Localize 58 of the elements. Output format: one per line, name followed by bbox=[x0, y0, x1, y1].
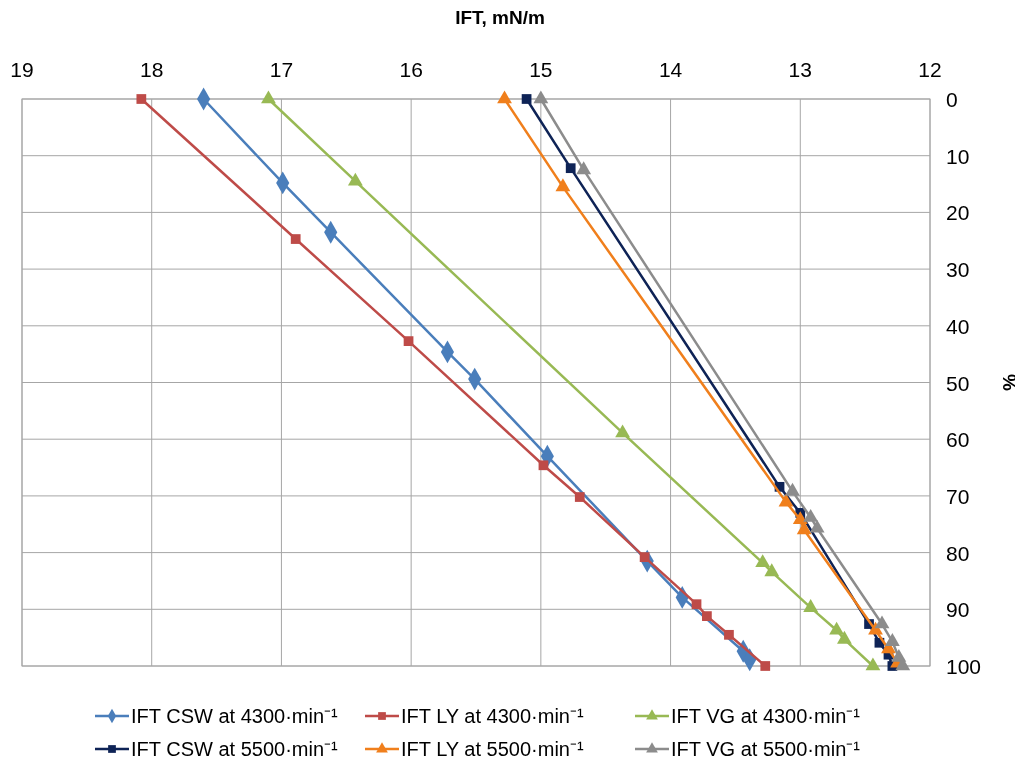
legend-label: IFT LY at 5500·min⁻¹ bbox=[401, 738, 584, 760]
point bbox=[574, 492, 585, 502]
y-tick-label: 80 bbox=[946, 541, 970, 565]
legend-label: IFT LY at 4300·min⁻¹ bbox=[401, 705, 584, 727]
y-tick-label: 40 bbox=[946, 314, 970, 338]
point bbox=[555, 178, 571, 192]
point bbox=[565, 163, 576, 174]
point bbox=[884, 633, 900, 646]
x-tick-label: 17 bbox=[269, 58, 294, 81]
point bbox=[691, 599, 702, 610]
point bbox=[615, 424, 630, 438]
x-tick-label: 18 bbox=[140, 58, 164, 81]
y-tick-label: 100 bbox=[946, 655, 982, 678]
x-tick-label: 16 bbox=[399, 58, 423, 81]
point bbox=[868, 621, 883, 635]
legend-label: IFT CSW at 4300·min⁻¹ bbox=[131, 705, 339, 727]
legend-label: IFT VG at 5500·min⁻¹ bbox=[671, 738, 861, 760]
point bbox=[136, 94, 147, 104]
point bbox=[760, 661, 771, 671]
point bbox=[576, 161, 592, 175]
point bbox=[347, 172, 363, 186]
point bbox=[403, 336, 414, 346]
y-tick-label: 20 bbox=[946, 201, 970, 225]
point bbox=[521, 94, 532, 104]
x-tick-label: 12 bbox=[918, 58, 942, 81]
legend-label: IFT CSW at 5500·min⁻¹ bbox=[131, 738, 339, 760]
point bbox=[865, 657, 881, 671]
y-tick-label: 10 bbox=[946, 144, 970, 168]
y-tick-label: 50 bbox=[946, 371, 970, 395]
x-tick-label: 14 bbox=[658, 58, 683, 81]
legend-label: IFT VG at 4300·min⁻¹ bbox=[671, 705, 861, 727]
x-tick-label: 15 bbox=[529, 58, 553, 81]
x-tick-label: 13 bbox=[788, 58, 812, 81]
point bbox=[755, 554, 771, 568]
point bbox=[533, 90, 549, 104]
point bbox=[792, 511, 808, 524]
point bbox=[836, 630, 852, 644]
point bbox=[829, 621, 845, 635]
point bbox=[497, 90, 512, 104]
x-axis-title: IFT, mN/m bbox=[455, 7, 545, 28]
point bbox=[803, 599, 819, 612]
point bbox=[764, 563, 780, 577]
point bbox=[785, 482, 800, 496]
point bbox=[874, 615, 890, 629]
point bbox=[803, 508, 819, 522]
point bbox=[290, 234, 301, 244]
point bbox=[778, 493, 794, 507]
y-tick-label: 0 bbox=[946, 88, 958, 111]
x-tick-label: 19 bbox=[10, 58, 34, 81]
y-tick-label: 30 bbox=[946, 258, 970, 282]
point bbox=[261, 90, 276, 104]
y-tick-label: 70 bbox=[946, 484, 970, 508]
point bbox=[702, 611, 712, 621]
y-tick-label: 90 bbox=[946, 598, 970, 622]
point bbox=[538, 460, 549, 471]
y-tick-label: 60 bbox=[946, 428, 970, 452]
point bbox=[809, 519, 825, 533]
point bbox=[724, 629, 734, 640]
